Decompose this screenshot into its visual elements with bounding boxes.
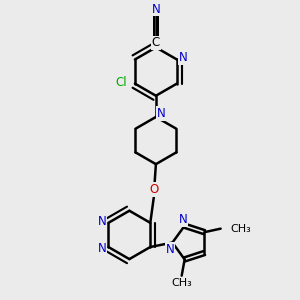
Text: CH₃: CH₃ [171, 278, 192, 288]
Text: N: N [157, 107, 166, 120]
Text: N: N [166, 243, 174, 256]
Text: N: N [179, 213, 188, 226]
Text: O: O [150, 183, 159, 196]
Text: C: C [152, 36, 160, 50]
Text: N: N [152, 2, 160, 16]
Text: Cl: Cl [116, 76, 127, 89]
Text: N: N [98, 215, 106, 228]
Text: CH₃: CH₃ [230, 224, 251, 234]
Text: N: N [98, 242, 106, 255]
Text: N: N [179, 51, 188, 64]
